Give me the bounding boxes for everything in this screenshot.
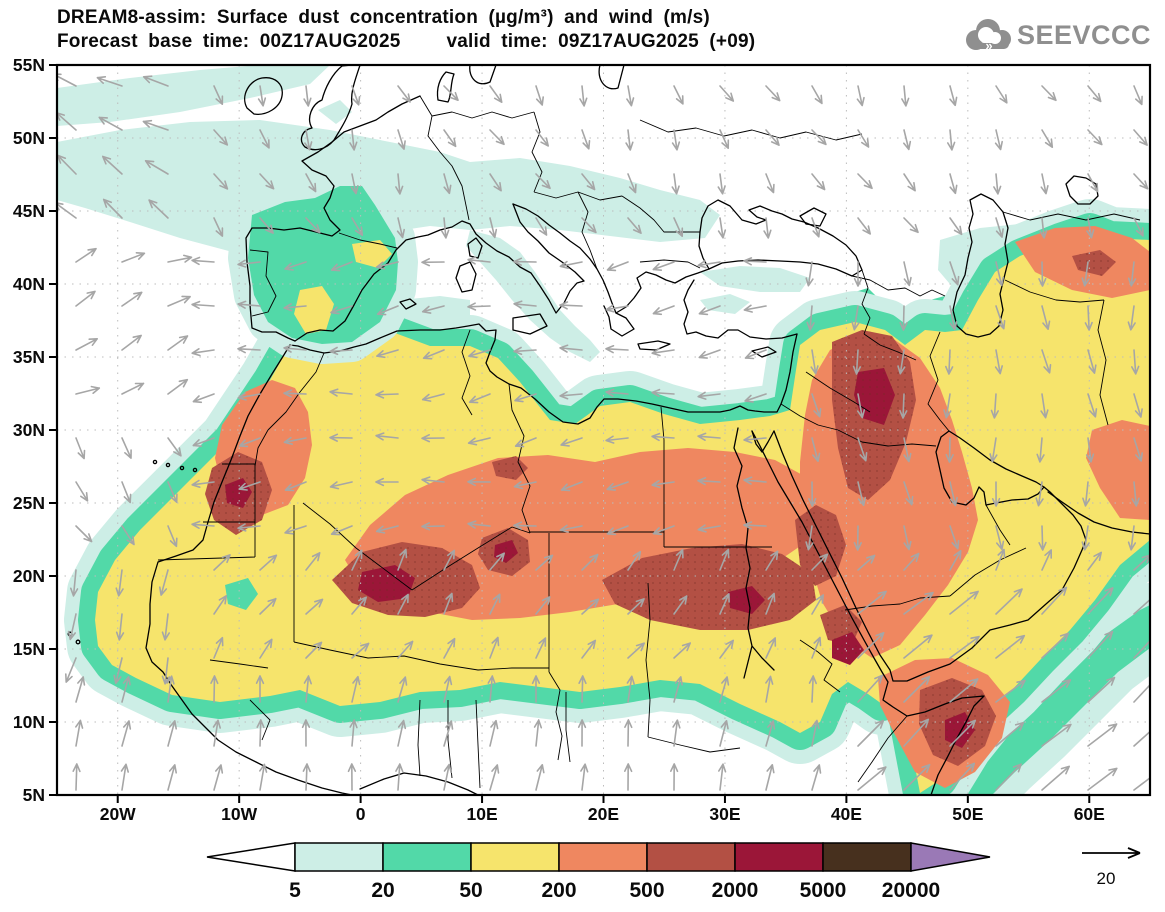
lat-tick-label: 55N <box>13 55 45 75</box>
colorbar-legend: 5 20 50 200 500 2000 5000 20000 <box>206 842 991 902</box>
map-title: DREAM8-assim: Surface dust concentration… <box>57 7 710 28</box>
colorbar-level-label: 50 <box>459 879 482 902</box>
valid-time: valid time: 09Z17AUG2025 (+09) <box>446 31 756 52</box>
lon-tick-label: 60E <box>1074 804 1105 824</box>
country-borders <box>157 95 1141 789</box>
lat-tick-label: 5N <box>23 785 45 805</box>
lat-tick-label: 10N <box>13 712 45 732</box>
lat-tick-label: 50N <box>13 128 45 148</box>
axes: 55N 50N 45N 40N 35N 30N 25N 20N 15N 10N 5N 20W 10W 0 1… <box>13 55 1105 824</box>
colorbar-segment <box>646 842 736 872</box>
lat-tick-label: 35N <box>13 347 45 367</box>
coastlines <box>67 65 1150 795</box>
colorbar-level-label: 2000 <box>712 879 759 902</box>
lon-tick-label: 0 <box>356 804 366 824</box>
colorbar-segment <box>822 842 912 872</box>
dust-level-2000-5000 <box>225 368 975 748</box>
lon-tick-label: 40E <box>831 804 862 824</box>
lat-tick-label: 20N <box>13 566 45 586</box>
lat-tick-label: 45N <box>13 201 45 221</box>
colorbar-level-label: 500 <box>629 879 664 902</box>
lat-tick-label: 15N <box>13 639 45 659</box>
colorbar-level-label: 5000 <box>800 879 847 902</box>
colorbar-segment <box>734 842 824 872</box>
forecast-base-time: Forecast base time: 00Z17AUG2025 <box>57 31 401 52</box>
lon-tick-label: 20E <box>588 804 619 824</box>
wind-vector-field <box>57 73 1150 791</box>
dust-concentration-fills <box>57 65 1150 795</box>
cloud-logo-icon: » <box>965 19 1011 53</box>
lat-tick-label: 40N <box>13 274 45 294</box>
lon-tick-label: 50E <box>952 804 983 824</box>
colorbar-level-label: 20 <box>371 879 394 902</box>
map-subtitle: Forecast base time: 00Z17AUG2025 valid ti… <box>57 31 755 53</box>
lon-tick-label: 10E <box>466 804 497 824</box>
lon-tick-label: 10W <box>221 804 257 824</box>
colorbar-segment <box>470 842 560 872</box>
wind-reference-label: 20 <box>1097 869 1116 888</box>
logo-text: SEEVCCC <box>1016 19 1151 50</box>
lat-tick-label: 30N <box>13 420 45 440</box>
colorbar-segment <box>294 842 384 872</box>
seevccc-logo: » SEEVCCC <box>959 14 1151 56</box>
wind-reference-legend: 20 <box>1082 847 1141 888</box>
colorbar-level-label: 200 <box>541 879 576 902</box>
svg-text:»: » <box>985 38 992 53</box>
colorbar-segment <box>382 842 472 872</box>
lat-tick-label: 25N <box>13 493 45 513</box>
lon-tick-label: 20W <box>100 804 136 824</box>
lon-tick-label: 30E <box>709 804 740 824</box>
colorbar-level-label: 5 <box>289 879 301 902</box>
colorbar-level-label: 20000 <box>882 879 940 902</box>
colorbar-segment <box>558 842 648 872</box>
